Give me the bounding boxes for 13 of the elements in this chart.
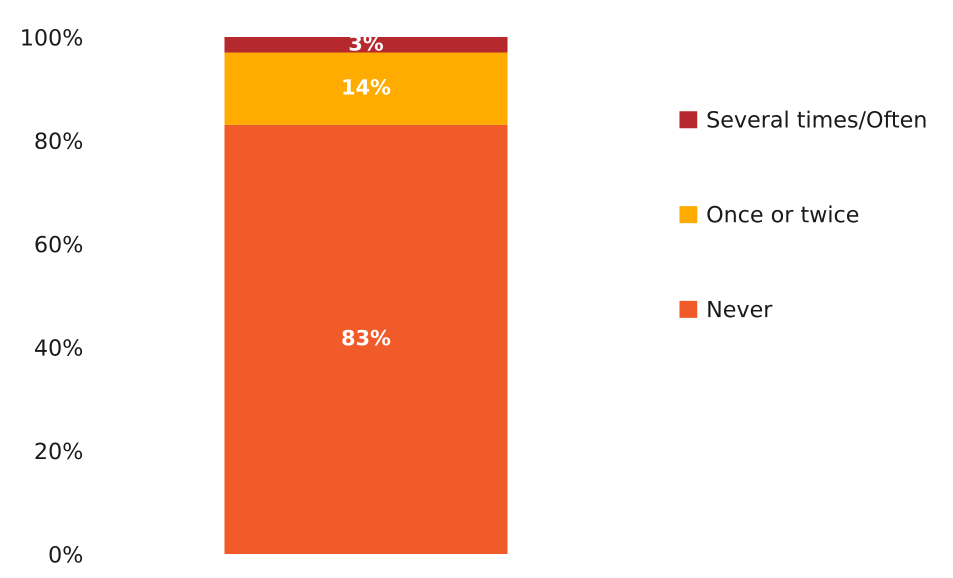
legend-label: Never	[708, 300, 772, 318]
y-tick-label: 100%	[22, 28, 82, 46]
legend-label: Several times/Often	[708, 110, 926, 130]
bar	[224, 37, 508, 53]
data-label: 14%	[343, 78, 390, 95]
data-label: 83%	[342, 330, 390, 346]
y-tick-label: 60%	[35, 236, 82, 253]
y-tick-label: 80%	[35, 132, 82, 150]
y-tick-label: 0%	[50, 546, 82, 563]
bar	[224, 52, 508, 125]
y-tick-label: 40%	[35, 339, 82, 356]
legend-label: Once or twice	[707, 205, 858, 223]
y-tick-label: 20%	[36, 442, 82, 460]
